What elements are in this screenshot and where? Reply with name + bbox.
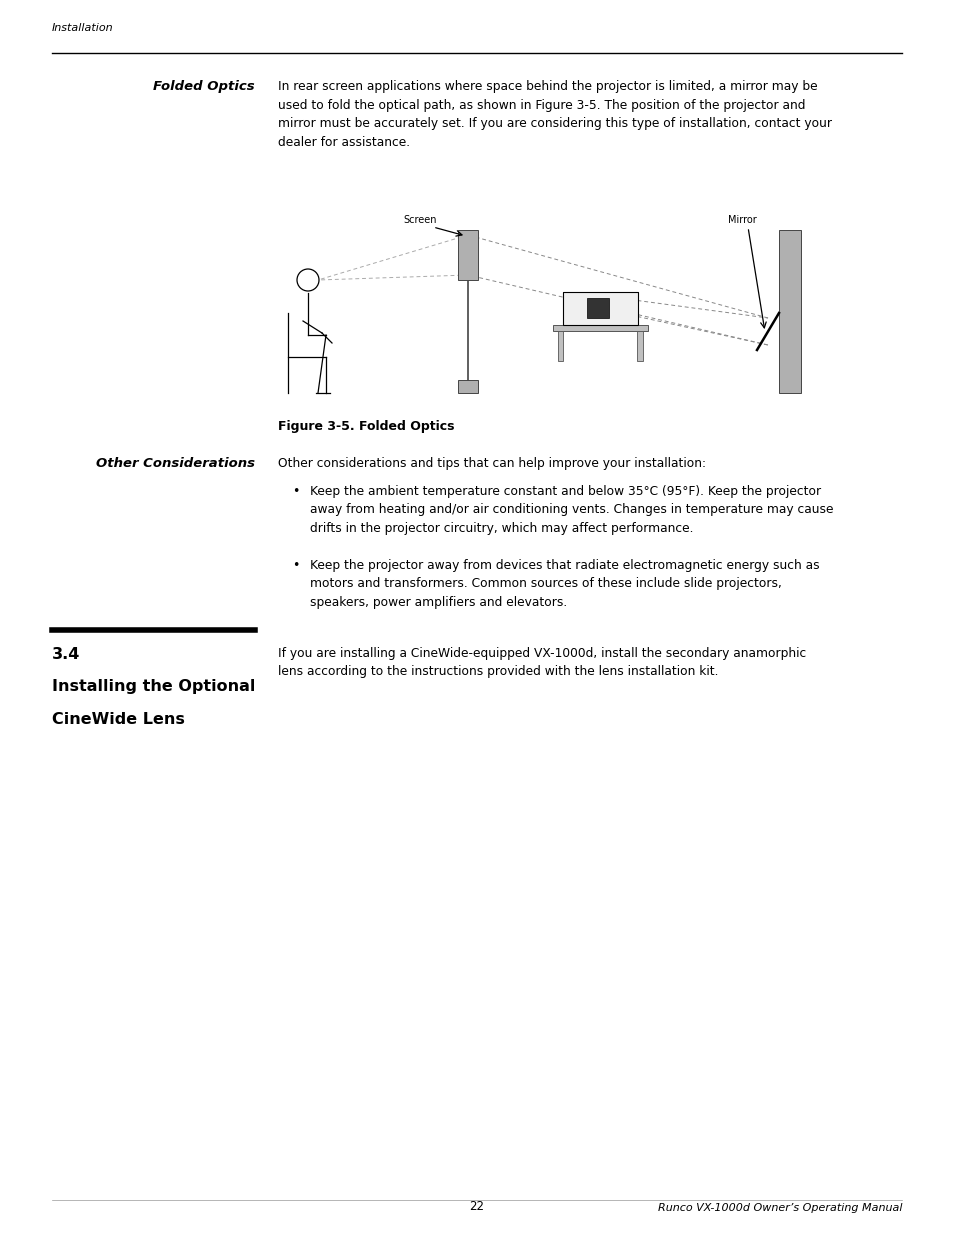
Text: In rear screen applications where space behind the projector is limited, a mirro: In rear screen applications where space … <box>277 80 831 148</box>
Text: CineWide Lens: CineWide Lens <box>52 713 185 727</box>
Text: •: • <box>292 485 299 498</box>
Bar <box>552 325 647 331</box>
Bar <box>779 230 801 393</box>
Text: Runco VX-1000d Owner’s Operating Manual: Runco VX-1000d Owner’s Operating Manual <box>657 1203 901 1213</box>
Bar <box>457 380 477 393</box>
Text: Keep the projector away from devices that radiate electromagnetic energy such as: Keep the projector away from devices tha… <box>310 559 819 609</box>
Text: Mirror: Mirror <box>727 215 756 225</box>
Text: •: • <box>292 559 299 572</box>
Text: Figure 3-5. Folded Optics: Figure 3-5. Folded Optics <box>277 420 454 433</box>
Text: Installing the Optional: Installing the Optional <box>52 679 255 694</box>
Text: 22: 22 <box>469 1200 484 1213</box>
Text: Keep the ambient temperature constant and below 35°C (95°F). Keep the projector
: Keep the ambient temperature constant an… <box>310 485 833 535</box>
Text: Other Considerations: Other Considerations <box>96 457 254 471</box>
Text: Screen: Screen <box>403 215 436 225</box>
Bar <box>637 331 641 361</box>
Text: 3.4: 3.4 <box>52 647 80 662</box>
Bar <box>457 230 477 280</box>
Text: Other considerations and tips that can help improve your installation:: Other considerations and tips that can h… <box>277 457 705 471</box>
Text: Installation: Installation <box>52 23 113 33</box>
Text: Folded Optics: Folded Optics <box>153 80 254 93</box>
Bar <box>586 298 608 317</box>
Bar <box>562 291 637 325</box>
Text: If you are installing a CineWide-equipped VX-1000d, install the secondary anamor: If you are installing a CineWide-equippe… <box>277 647 805 678</box>
Bar <box>557 331 562 361</box>
